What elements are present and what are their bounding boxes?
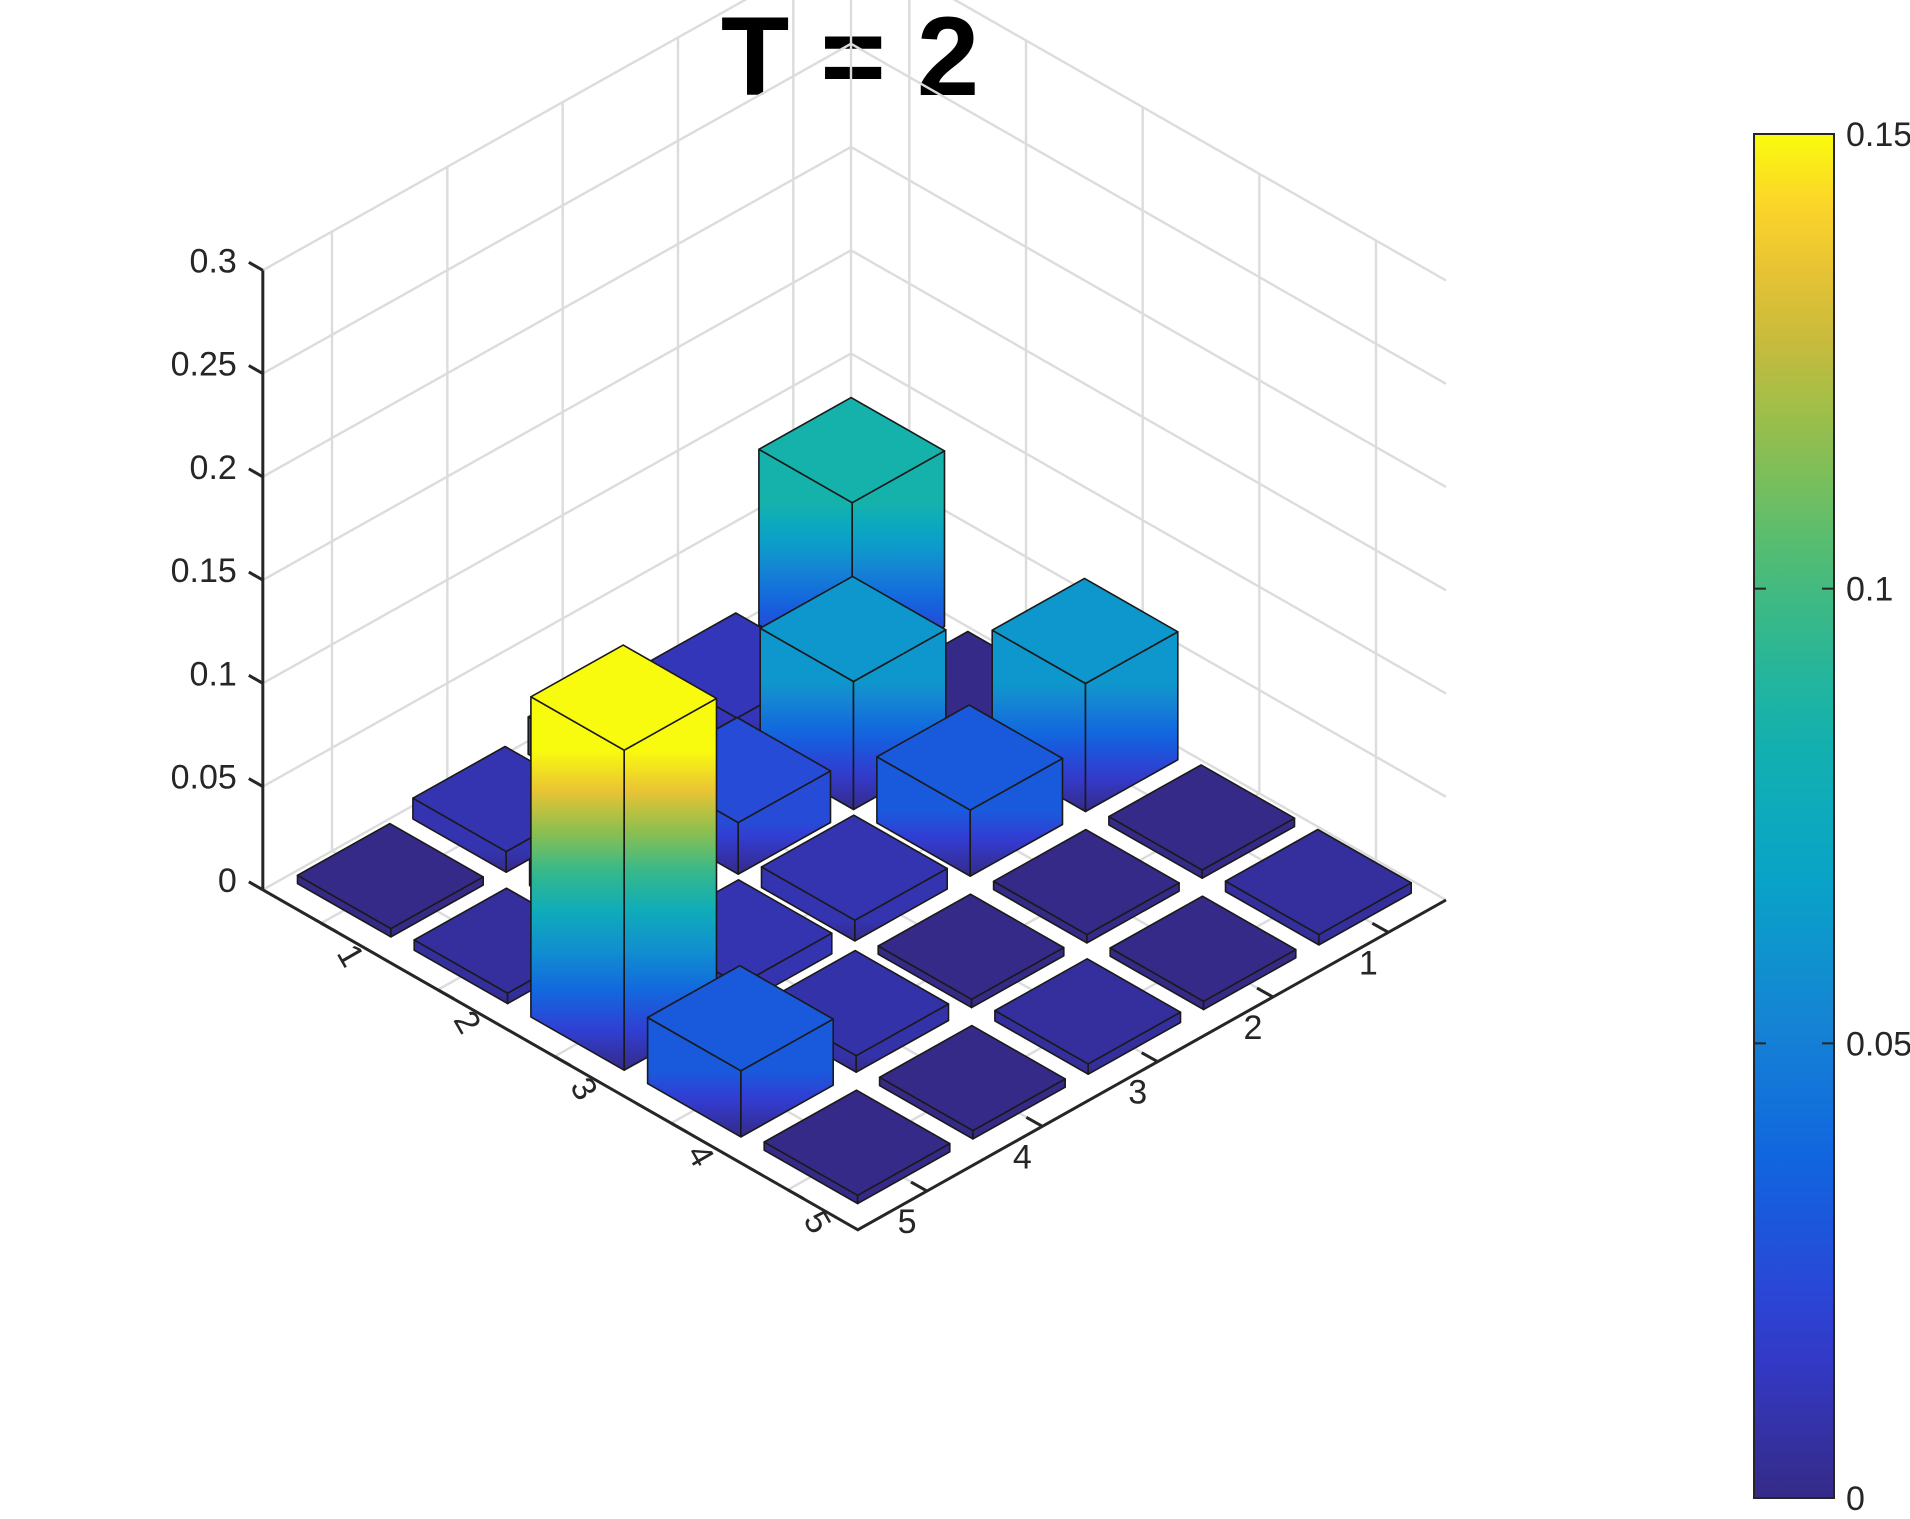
bar-3-5 bbox=[994, 957, 1182, 1075]
z-tick-label: 0.1 bbox=[190, 655, 237, 693]
bar-face-top bbox=[760, 814, 949, 922]
colorbar-gradient bbox=[1754, 134, 1834, 1498]
bar-face-left bbox=[530, 695, 626, 1071]
bar-face-top bbox=[758, 396, 946, 504]
row-tick bbox=[1371, 922, 1390, 934]
floor-axes bbox=[262, 888, 1447, 1232]
row-tick-label: 5 bbox=[898, 1203, 917, 1241]
col-tick-label: 3 bbox=[562, 1071, 604, 1106]
bar-face-top bbox=[876, 704, 1064, 811]
bar-face-top bbox=[646, 964, 835, 1072]
z-tick bbox=[248, 674, 264, 685]
z-tick-label: 0 bbox=[218, 862, 237, 900]
bar-face-top bbox=[1108, 764, 1296, 871]
bar-5-3 bbox=[530, 644, 718, 1071]
bar-2-4 bbox=[992, 828, 1180, 944]
row-tick-label: 1 bbox=[1359, 944, 1378, 982]
axes bbox=[248, 261, 1447, 1232]
col-tick-label: 5 bbox=[796, 1205, 838, 1240]
bar-4-5 bbox=[878, 1024, 1066, 1140]
col-tick bbox=[320, 921, 338, 934]
bar-3-4 bbox=[877, 893, 1065, 1009]
colorbar-tick-label: 0 bbox=[1846, 1480, 1865, 1518]
bar-face-top bbox=[759, 575, 947, 683]
bar-3-3 bbox=[760, 814, 949, 942]
bar-face-top bbox=[762, 949, 950, 1057]
bar-5-5 bbox=[763, 1089, 951, 1205]
z-tick bbox=[248, 364, 264, 375]
bar-2-3 bbox=[876, 704, 1064, 878]
col-tick-label: 4 bbox=[679, 1138, 721, 1173]
bar-face-top bbox=[992, 828, 1180, 936]
z-tick bbox=[248, 467, 264, 479]
col-tick bbox=[437, 988, 455, 1001]
bar-2-2 bbox=[759, 575, 947, 811]
z-tick bbox=[248, 777, 264, 788]
colorbar-tick-label: 0.05 bbox=[1846, 1025, 1910, 1063]
row-tick bbox=[910, 1180, 928, 1193]
z-tick bbox=[248, 261, 264, 272]
row-tick-label: 3 bbox=[1128, 1074, 1147, 1112]
bar-1-4 bbox=[1108, 764, 1296, 880]
z-tick-label: 0.3 bbox=[190, 242, 237, 280]
row-tick-label: 4 bbox=[1013, 1138, 1032, 1176]
col-tick bbox=[670, 1121, 688, 1134]
colorbar: 0 0.05 0.1 0.15 bbox=[1753, 116, 1910, 1518]
z-tick bbox=[248, 880, 264, 892]
bar-5-1 bbox=[296, 822, 485, 938]
col-tick-label: 2 bbox=[446, 1005, 488, 1040]
bar-5-4 bbox=[646, 964, 835, 1138]
z-tick-label: 0.2 bbox=[190, 449, 237, 487]
grid-line-z-6 bbox=[262, 0, 1447, 282]
colorbar-tick-label: 0.15 bbox=[1846, 116, 1910, 154]
col-tick bbox=[787, 1188, 805, 1201]
row-tick bbox=[1025, 1116, 1044, 1128]
z-tick-label: 0.05 bbox=[171, 759, 237, 797]
bar-face-top bbox=[878, 1024, 1066, 1132]
colorbar-frame bbox=[1753, 133, 1835, 1499]
bar-face-top bbox=[763, 1089, 951, 1197]
bar-face-top bbox=[296, 822, 485, 930]
row-tick bbox=[1140, 1051, 1159, 1063]
row-tick-label: 2 bbox=[1244, 1009, 1263, 1047]
z-tick-label: 0.15 bbox=[171, 552, 237, 590]
colorbar-tick-label: 0.1 bbox=[1846, 571, 1893, 609]
col-tick-label: 1 bbox=[329, 938, 371, 973]
bar-face-top bbox=[1109, 895, 1297, 1003]
bar-face-top bbox=[530, 644, 718, 752]
z-tick-label: 0.25 bbox=[171, 346, 237, 384]
bar-face-top bbox=[877, 893, 1065, 1001]
bar-face-top bbox=[994, 957, 1182, 1065]
bar-face-top bbox=[991, 577, 1179, 685]
bar-1-5 bbox=[1224, 828, 1412, 946]
row-tick bbox=[1256, 986, 1274, 999]
bar-2-5 bbox=[1109, 895, 1297, 1011]
bars bbox=[296, 396, 1412, 1205]
z-tick bbox=[248, 570, 264, 582]
col-tick bbox=[553, 1055, 572, 1067]
bar-face-top bbox=[1224, 828, 1412, 936]
